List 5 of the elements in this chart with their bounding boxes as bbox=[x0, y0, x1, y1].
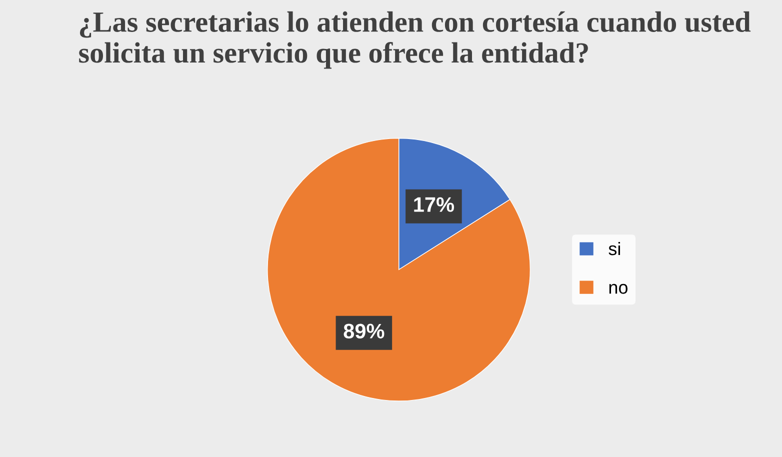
legend-label: si bbox=[608, 242, 620, 256]
chart-title: ¿Las secretarias lo atienden con cortesía cuando usted solicita un servicio que ofrece la entidad? bbox=[79, 11, 751, 69]
data-label: 17% bbox=[414, 197, 454, 212]
data-label: 89% bbox=[344, 324, 384, 338]
legend-label: no bbox=[609, 284, 628, 294]
